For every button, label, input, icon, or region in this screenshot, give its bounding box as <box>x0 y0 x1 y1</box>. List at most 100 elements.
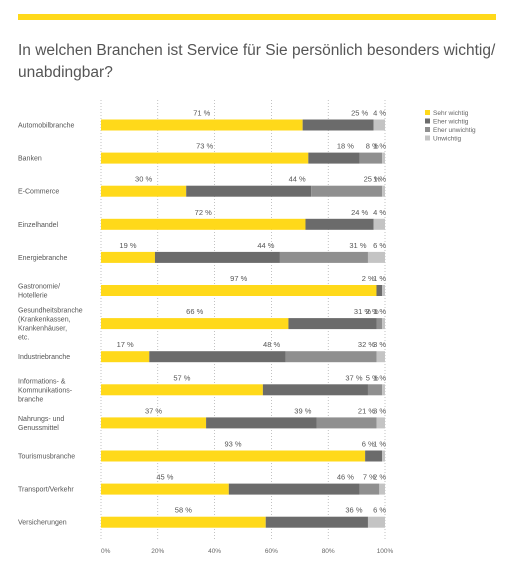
bar-segment <box>101 152 309 164</box>
data-label: 3 % <box>373 406 386 415</box>
data-label: 2 % <box>366 307 379 316</box>
legend-swatch <box>425 118 430 124</box>
data-label: 1 % <box>373 175 386 184</box>
data-label: 57 % <box>173 373 190 382</box>
bar-segment <box>379 483 385 495</box>
category-label: Banken <box>18 156 42 163</box>
data-label: 45 % <box>156 473 173 482</box>
data-label: 37 % <box>345 373 362 382</box>
legend-swatch <box>425 135 430 141</box>
bar-segment <box>367 384 383 396</box>
bar-segment <box>101 119 303 131</box>
data-label: 46 % <box>337 473 354 482</box>
category-label: Gesundheitsbranche (Krankenkassen, Kranken… <box>18 308 83 342</box>
category-label: Automobilbranche <box>18 123 75 130</box>
bar-segment <box>376 417 385 429</box>
category-label: Transport/Verkehr <box>18 487 74 494</box>
data-label: 25 % <box>364 175 381 184</box>
data-label: 44 % <box>257 241 274 250</box>
data-label: 2 % <box>362 274 375 283</box>
bar-segment <box>382 285 385 296</box>
bar-segment <box>149 351 286 363</box>
data-label: 2 % <box>373 473 386 482</box>
bar-segment <box>308 152 360 164</box>
category-label: Gastronomie/Hotellerie <box>18 284 60 300</box>
category-label: Informations- & Kommunikations-branche <box>18 378 73 403</box>
legend-label: Eher unwichtig <box>433 127 476 134</box>
category-label: Versicherungen <box>18 520 67 527</box>
data-label: 1 % <box>373 440 386 449</box>
bar-segment <box>288 318 377 330</box>
bar-segment <box>305 218 374 230</box>
bar-segment <box>376 318 383 330</box>
data-label: 32 % <box>358 340 375 349</box>
bar-segment <box>367 516 385 528</box>
data-label: 97 % <box>230 274 247 283</box>
chart-title: In welchen Branchen ist Service für Sie … <box>18 42 496 81</box>
category-label: Einzelhandel <box>18 222 59 229</box>
data-label: 7 % <box>363 473 376 482</box>
data-label: 21 % <box>358 406 375 415</box>
bar-segment <box>382 152 385 164</box>
category-label: E-Commerce <box>18 189 59 196</box>
bar-segment <box>228 483 360 495</box>
bar-segment <box>367 251 385 263</box>
bar-segment <box>311 185 383 197</box>
top-accent-bar <box>18 14 496 20</box>
x-tick-label: 40% <box>208 548 221 555</box>
data-label: 24 % <box>351 208 368 217</box>
bar-segment <box>101 483 229 495</box>
data-label: 44 % <box>289 175 306 184</box>
data-label: 66 % <box>186 307 203 316</box>
data-label: 39 % <box>294 406 311 415</box>
data-label: 6 % <box>373 241 386 250</box>
bar-segment <box>101 450 366 462</box>
bar-segment <box>101 285 377 296</box>
x-tick-label: 60% <box>265 548 278 555</box>
data-label: 30 % <box>135 175 152 184</box>
category-label: Energiebranche <box>18 255 68 262</box>
data-label: 93 % <box>225 440 242 449</box>
legend-label: Eher wichtig <box>433 118 469 125</box>
data-label: 58 % <box>175 506 192 515</box>
data-label: 37 % <box>145 406 162 415</box>
bar-segment <box>101 516 266 528</box>
bar-segment <box>373 218 385 230</box>
data-label: 1 % <box>373 274 386 283</box>
data-label: 73 % <box>196 142 213 151</box>
bar-segment <box>279 251 368 263</box>
bar-segment <box>376 351 385 363</box>
data-label: 19 % <box>119 241 136 250</box>
legend-swatch <box>425 127 430 132</box>
legend-label: Sehr wichtig <box>433 110 469 117</box>
bar-segment <box>382 185 385 197</box>
bar-segment <box>376 285 383 296</box>
data-label: 1 % <box>373 142 386 151</box>
bar-segment <box>359 152 383 164</box>
bar-segment <box>206 417 317 429</box>
bar-segment <box>265 516 368 528</box>
x-tick-label: 20% <box>151 548 164 555</box>
data-label: 48 % <box>263 340 280 349</box>
data-label: 1 % <box>373 373 386 382</box>
data-label: 6 % <box>373 506 386 515</box>
bar-segment <box>285 351 377 363</box>
bar-segment <box>186 185 312 197</box>
bar-segment <box>101 218 306 230</box>
bar-segment <box>101 417 207 429</box>
legend-label: Unwichtig <box>433 135 462 142</box>
bar-segment <box>101 384 263 396</box>
bar-segment <box>101 351 150 363</box>
data-label: 72 % <box>195 208 212 217</box>
data-label: 18 % <box>337 142 354 151</box>
bar-segment <box>373 119 385 131</box>
bar-segment <box>359 483 380 495</box>
bar-segment <box>365 450 383 462</box>
category-label: Nahrungs- und Genussmittel <box>18 416 64 432</box>
bar-segment <box>154 251 280 263</box>
data-label: 6 % <box>362 440 375 449</box>
data-label: 25 % <box>351 109 368 118</box>
x-tick-label: 0% <box>101 548 111 555</box>
category-label: Tourismusbranche <box>18 454 75 461</box>
